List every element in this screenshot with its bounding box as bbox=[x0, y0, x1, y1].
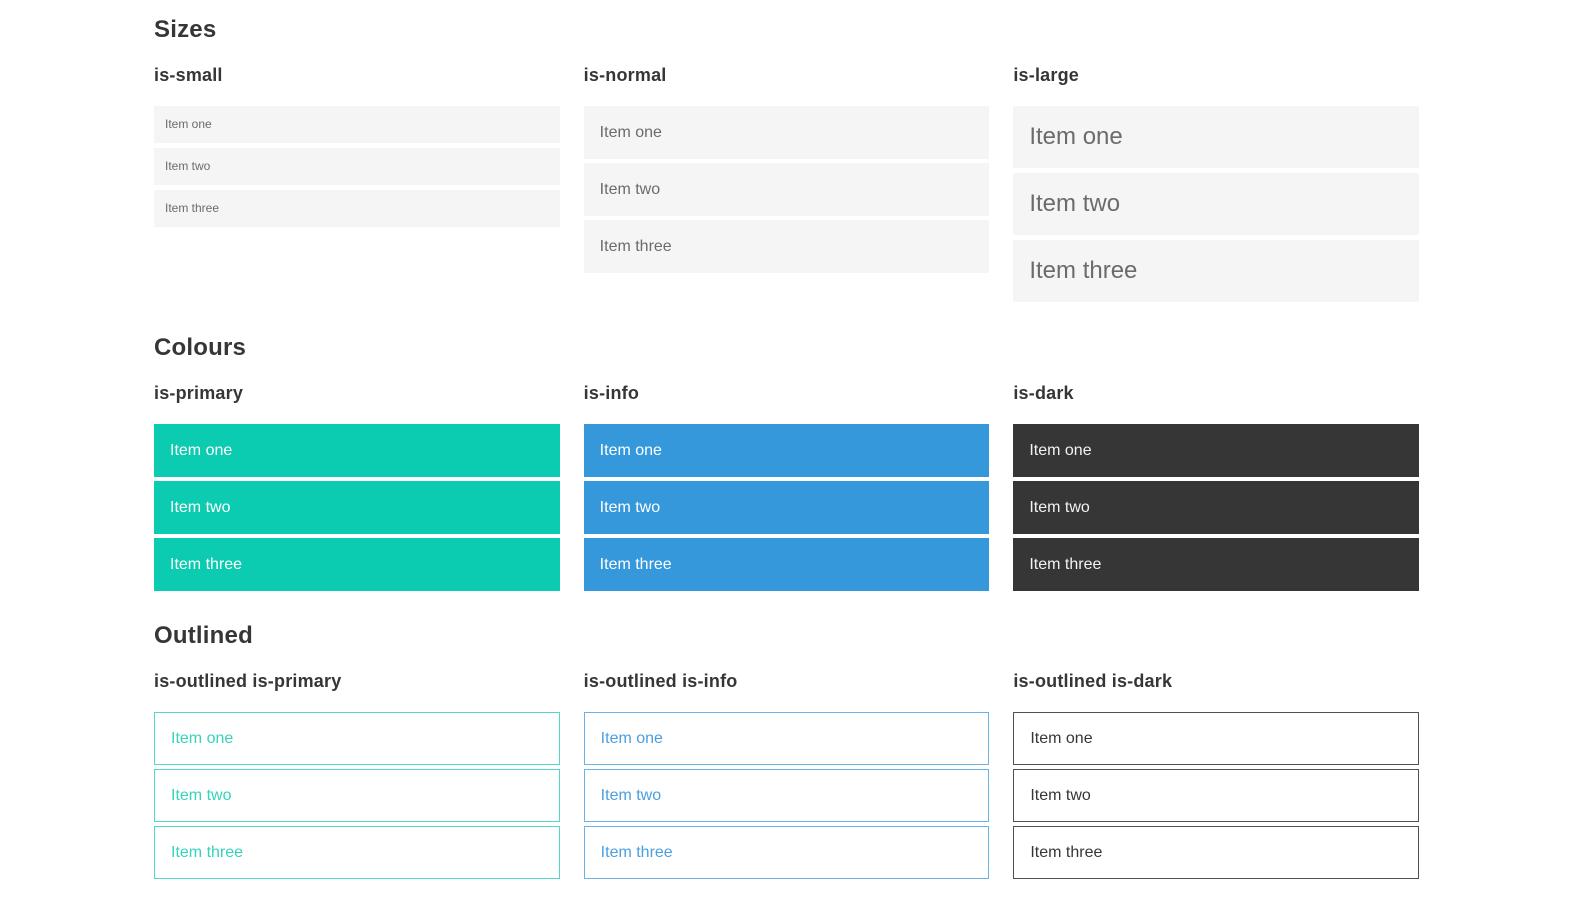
column-is-large: is-large Item one Item two Item three bbox=[1013, 63, 1420, 307]
variant-label-is-dark: is-dark bbox=[1013, 383, 1074, 403]
item-list-info: Item one Item two Item three bbox=[583, 424, 990, 591]
list-item[interactable]: Item three bbox=[1013, 826, 1420, 879]
section-title-colours: Colours bbox=[154, 334, 247, 361]
list-item[interactable]: Item three bbox=[583, 538, 990, 591]
variant-label-is-large: is-large bbox=[1013, 65, 1079, 85]
section-colours: Colours is-primary Item one Item two Ite… bbox=[154, 333, 1420, 595]
list-item[interactable]: Item two bbox=[1013, 481, 1420, 534]
column-is-small: is-small Item one Item two Item three bbox=[154, 63, 560, 307]
list-item[interactable]: Item three bbox=[154, 538, 560, 591]
list-item[interactable]: Item three bbox=[1013, 240, 1420, 302]
item-list-dark: Item one Item two Item three bbox=[1013, 424, 1420, 591]
column-is-dark: is-dark Item one Item two Item three bbox=[1013, 381, 1420, 595]
list-item[interactable]: Item one bbox=[1013, 106, 1420, 168]
item-list-large: Item one Item two Item three bbox=[1013, 106, 1420, 302]
list-item[interactable]: Item two bbox=[154, 481, 560, 534]
outlined-columns: is-outlined is-primary Item one Item two… bbox=[154, 669, 1420, 883]
column-is-info: is-info Item one Item two Item three bbox=[583, 381, 990, 595]
section-outlined: Outlined is-outlined is-primary Item one… bbox=[154, 621, 1420, 883]
list-item[interactable]: Item one bbox=[1013, 712, 1420, 765]
item-list-primary: Item one Item two Item three bbox=[154, 424, 560, 591]
variant-label-is-info: is-info bbox=[583, 383, 640, 403]
list-item[interactable]: Item two bbox=[154, 148, 560, 185]
variant-label-is-small: is-small bbox=[154, 65, 223, 85]
list-item[interactable]: Item one bbox=[1013, 424, 1420, 477]
column-outlined-dark: is-outlined is-dark Item one Item two It… bbox=[1013, 669, 1420, 883]
list-item[interactable]: Item one bbox=[583, 712, 990, 765]
section-sizes: Sizes is-small Item one Item two Item th… bbox=[154, 15, 1420, 307]
item-list-outlined-primary: Item one Item two Item three bbox=[154, 712, 560, 879]
list-item[interactable]: Item one bbox=[154, 424, 560, 477]
variant-label-outlined-info: is-outlined is-info bbox=[583, 671, 738, 691]
item-list-small: Item one Item two Item three bbox=[154, 106, 560, 227]
list-item[interactable]: Item three bbox=[154, 190, 560, 227]
list-item[interactable]: Item two bbox=[583, 769, 990, 822]
section-title-sizes: Sizes bbox=[154, 16, 217, 43]
list-item[interactable]: Item two bbox=[583, 481, 990, 534]
column-outlined-info: is-outlined is-info Item one Item two It… bbox=[583, 669, 990, 883]
sizes-columns: is-small Item one Item two Item three is… bbox=[154, 63, 1420, 307]
list-item[interactable]: Item three bbox=[583, 220, 990, 273]
variant-label-outlined-dark: is-outlined is-dark bbox=[1013, 671, 1173, 691]
variant-label-is-primary: is-primary bbox=[154, 383, 244, 403]
item-list-outlined-dark: Item one Item two Item three bbox=[1013, 712, 1420, 879]
list-item[interactable]: Item one bbox=[583, 106, 990, 159]
list-item[interactable]: Item three bbox=[1013, 538, 1420, 591]
column-is-primary: is-primary Item one Item two Item three bbox=[154, 381, 560, 595]
column-is-normal: is-normal Item one Item two Item three bbox=[583, 63, 990, 307]
list-item[interactable]: Item one bbox=[583, 424, 990, 477]
column-outlined-primary: is-outlined is-primary Item one Item two… bbox=[154, 669, 560, 883]
list-item[interactable]: Item two bbox=[154, 769, 560, 822]
list-item[interactable]: Item two bbox=[583, 163, 990, 216]
section-title-outlined: Outlined bbox=[154, 622, 253, 649]
item-list-normal: Item one Item two Item three bbox=[583, 106, 990, 273]
colours-columns: is-primary Item one Item two Item three … bbox=[154, 381, 1420, 595]
list-item[interactable]: Item one bbox=[154, 712, 560, 765]
list-item[interactable]: Item two bbox=[1013, 769, 1420, 822]
list-item[interactable]: Item two bbox=[1013, 173, 1420, 235]
variant-label-is-normal: is-normal bbox=[583, 65, 667, 85]
variant-label-outlined-primary: is-outlined is-primary bbox=[154, 671, 342, 691]
item-list-outlined-info: Item one Item two Item three bbox=[583, 712, 990, 879]
list-item[interactable]: Item three bbox=[154, 826, 560, 879]
list-item[interactable]: Item three bbox=[583, 826, 990, 879]
list-item[interactable]: Item one bbox=[154, 106, 560, 143]
